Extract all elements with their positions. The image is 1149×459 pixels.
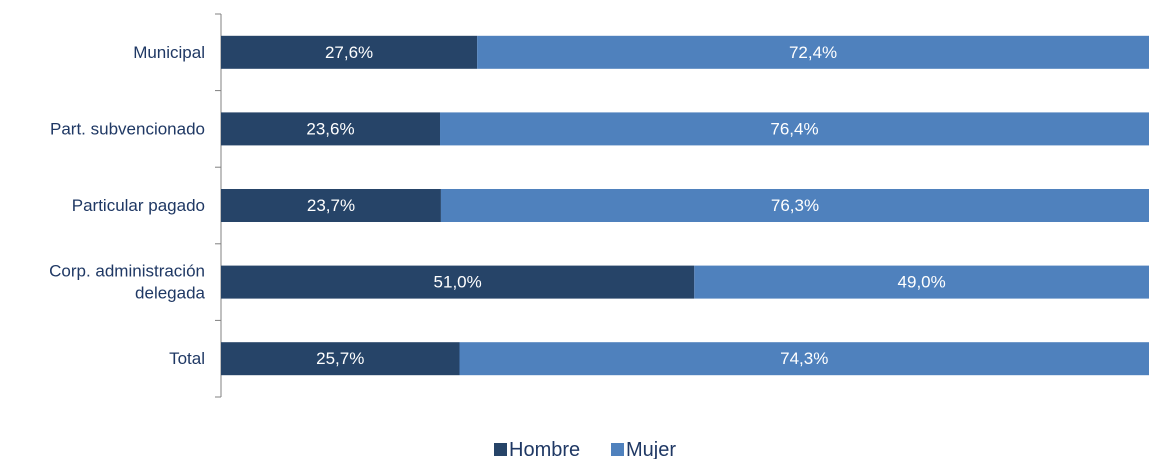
legend-swatch-hombre — [494, 443, 507, 456]
data-label: 23,6% — [306, 119, 354, 138]
bar-segment-mujer — [694, 265, 1149, 299]
category-label: Particular pagado — [72, 196, 205, 215]
data-label: 49,0% — [898, 273, 946, 292]
legend-label-hombre: Hombre — [509, 439, 580, 459]
data-label: 25,7% — [316, 349, 364, 368]
bar-segment-mujer — [440, 189, 1149, 222]
data-label: 72,4% — [789, 43, 837, 62]
bar-segment-hombre — [221, 265, 695, 299]
bar-segment-hombre — [221, 342, 460, 376]
bar-segment-hombre — [221, 189, 441, 222]
bar-segment-mujer — [440, 112, 1149, 146]
data-label: 27,6% — [325, 43, 373, 62]
data-label: 23,7% — [307, 196, 355, 215]
data-label: 51,0% — [434, 273, 482, 292]
data-label: 76,4% — [770, 119, 818, 138]
category-label: Part. subvencionado — [50, 119, 205, 138]
data-label: 76,3% — [771, 196, 819, 215]
category-label: Municipal — [133, 43, 205, 62]
bar-segment-mujer — [459, 342, 1149, 376]
bar-segment-hombre — [221, 35, 478, 69]
bar-segment-mujer — [477, 35, 1149, 69]
category-label: Total — [169, 349, 205, 368]
category-label: Corp. administración delegada — [49, 262, 205, 303]
bar-segment-hombre — [221, 112, 441, 146]
legend-label-mujer: Mujer — [626, 439, 676, 459]
data-label: 74,3% — [780, 349, 828, 368]
legend-swatch-mujer — [611, 443, 624, 456]
